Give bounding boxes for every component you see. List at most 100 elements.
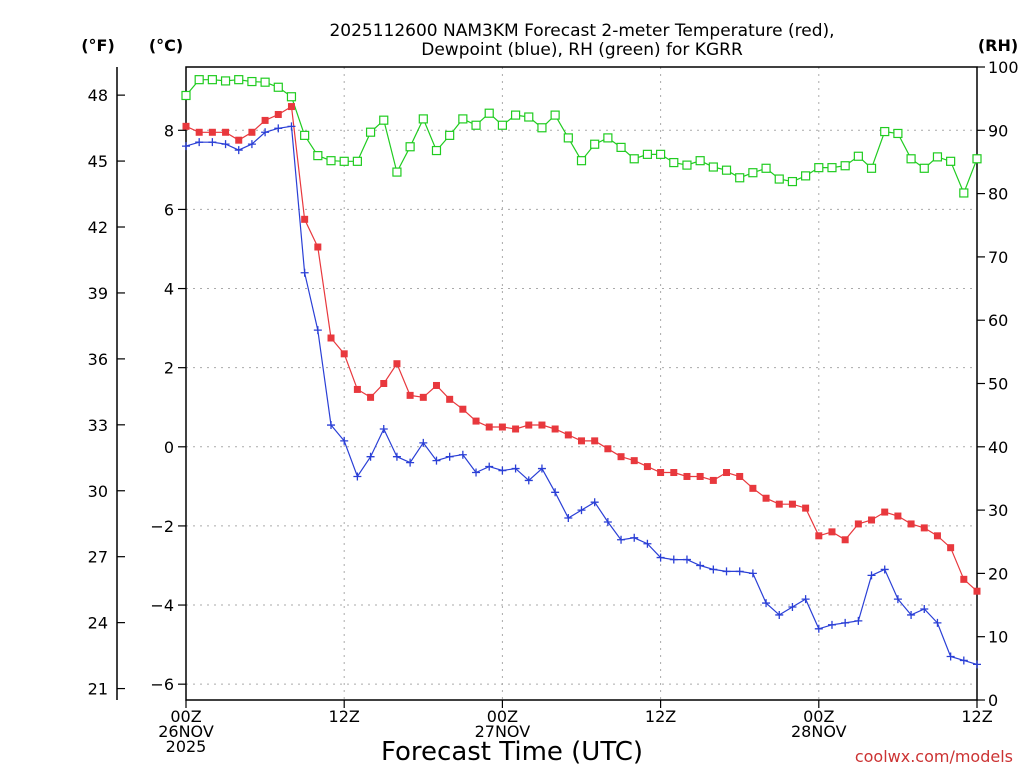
rh-point	[313, 151, 323, 161]
rh-point	[642, 149, 653, 159]
grid-lines	[186, 67, 977, 700]
temperature-point	[287, 103, 295, 111]
fahrenheit-unit-label: (°F)	[81, 36, 115, 55]
dewpoint-point	[274, 124, 283, 133]
rh-point	[906, 154, 916, 164]
rh-tick-label: 30	[988, 501, 1008, 520]
dewpoint-point	[867, 571, 876, 580]
x-axis-title: Forecast Time (UTC)	[381, 737, 643, 767]
temperature-point	[248, 128, 256, 136]
temperature-point	[301, 215, 309, 223]
rh-point	[260, 77, 270, 87]
temperature-point	[815, 532, 823, 540]
fahrenheit-tick-label: 48	[88, 86, 108, 105]
dewpoint-point	[366, 452, 375, 461]
dewpoint-point	[920, 605, 929, 614]
rh-tick-label: 20	[988, 564, 1008, 583]
temperature-point	[591, 437, 599, 445]
series-layer	[181, 75, 982, 669]
credit-text: coolwx.com/models	[855, 747, 1013, 766]
temperature-point	[222, 128, 230, 136]
x-tick-label: 28NOV	[791, 722, 847, 741]
dewpoint-point	[762, 599, 771, 608]
dewpoint-point	[195, 138, 204, 147]
x-tick-label: 26NOV	[158, 722, 214, 741]
dewpoint-point	[788, 603, 797, 612]
rh-point	[616, 142, 626, 152]
rh-point	[550, 110, 560, 120]
dewpoint-point	[854, 616, 863, 625]
dewpoint-point	[458, 450, 467, 459]
dewpoint-point	[287, 122, 296, 131]
dewpoint-point	[419, 438, 428, 447]
rh-point	[379, 115, 389, 125]
dewpoint-point	[814, 624, 823, 633]
temperature-point	[380, 380, 388, 387]
rh-series	[181, 75, 982, 198]
temperature-point	[472, 417, 480, 425]
dewpoint-point	[722, 567, 731, 576]
rh-point	[234, 75, 244, 85]
dewpoint-point	[933, 618, 942, 627]
rh-tick-label: 90	[988, 121, 1008, 140]
temperature-point	[749, 484, 757, 492]
dewpoint-point	[406, 458, 415, 467]
temperature-point	[367, 393, 375, 401]
fahrenheit-tick-label: 30	[88, 482, 108, 501]
dewpoint-point	[537, 464, 546, 473]
rh-point	[853, 151, 863, 161]
x-tick-label: 27NOV	[475, 722, 531, 741]
dewpoint-point	[748, 569, 757, 578]
rh-point	[392, 167, 402, 177]
dewpoint-point	[498, 466, 507, 475]
temperature-point	[419, 393, 427, 401]
rh-point	[247, 76, 257, 87]
dewpoint-line	[185, 125, 978, 665]
dewpoint-point	[511, 464, 520, 473]
dewpoint-point	[379, 424, 388, 433]
temperature-point	[459, 405, 467, 413]
celsius-tick-label: 6	[164, 200, 174, 219]
x-tick-label: 00Z	[170, 707, 201, 726]
rh-point	[801, 171, 811, 181]
temperature-point	[604, 445, 612, 453]
rh-unit-label: (RH)	[978, 36, 1018, 55]
dewpoint-point	[524, 476, 533, 485]
rh-point	[339, 156, 349, 166]
temperature-point	[564, 431, 572, 439]
x-tick-label: 00Z	[803, 707, 834, 726]
rh-point	[458, 114, 468, 124]
dewpoint-point	[801, 595, 810, 604]
temperature-point	[525, 421, 533, 429]
fahrenheit-tick-label: 33	[88, 416, 108, 435]
temperature-point	[854, 520, 862, 528]
temperature-point	[868, 516, 876, 524]
dewpoint-point	[182, 142, 190, 151]
dewpoint-point	[234, 146, 243, 155]
dewpoint-point	[327, 421, 336, 430]
rh-point	[721, 165, 732, 175]
rh-tick-label: 70	[988, 248, 1008, 267]
dewpoint-point	[946, 652, 955, 661]
dewpoint-point	[590, 498, 599, 507]
x-tick-label: 2025	[166, 737, 207, 756]
rh-tick-label: 100	[988, 58, 1019, 77]
rh-point	[576, 156, 587, 166]
temperature-point	[907, 520, 915, 528]
rh-point	[708, 162, 718, 172]
temperature-point	[340, 350, 348, 358]
rh-point	[563, 133, 573, 143]
rh-point	[629, 154, 639, 164]
temperature-point	[762, 494, 770, 502]
x-tick-label: 00Z	[487, 707, 518, 726]
rh-tick-label: 80	[988, 185, 1008, 204]
temperature-point	[933, 532, 941, 540]
dewpoint-point	[392, 452, 401, 461]
temperature-series	[182, 103, 981, 595]
temperature-point	[485, 423, 493, 431]
temperature-point	[498, 423, 506, 431]
temperature-point	[406, 391, 414, 399]
